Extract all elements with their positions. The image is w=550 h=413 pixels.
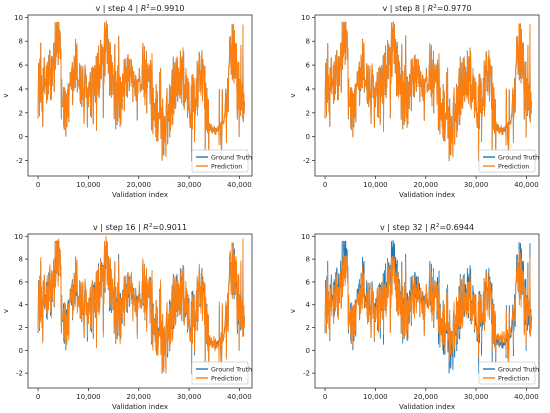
legend: Ground Truth Prediction	[191, 149, 252, 173]
legend-entry: Prediction	[211, 163, 242, 170]
y-tick-label: 4	[19, 85, 24, 93]
legend-entry: Ground Truth	[498, 154, 539, 161]
y-tick-label: -2	[303, 370, 310, 378]
legend-entry: Ground Truth	[211, 366, 252, 373]
y-tick-label: 0	[19, 133, 23, 141]
x-tick-label: 0	[323, 393, 327, 401]
y-tick-label: 8	[306, 256, 310, 264]
x-tick-label: 30,000	[177, 181, 202, 189]
chart-panel-2: 0 10,000 20,000 30,000 40,000 -2 0 2 4 6 8 10 v | st…	[289, 4, 540, 199]
series-line-prediction	[37, 20, 245, 161]
x-axis-label: Validation index	[399, 403, 455, 411]
y-axis-label: v	[289, 309, 297, 313]
y-tick-label: 8	[306, 38, 310, 46]
y-tick-label: 8	[19, 38, 23, 46]
x-tick-label: 20,000	[413, 181, 438, 189]
chart-panel-3: 0 10,000 20,000 30,000 40,000 -2 0 2 4 6 8 10 v | st…	[2, 223, 253, 411]
chart-title: v | step 16 | R2=0.9011	[93, 223, 187, 232]
x-tick-label: 20,000	[126, 181, 151, 189]
y-tick-label: 0	[306, 133, 310, 141]
x-tick-label: 10,000	[363, 393, 388, 401]
legend-entry: Ground Truth	[498, 366, 539, 373]
y-tick-label: 4	[306, 85, 311, 93]
y-tick-label: 0	[19, 347, 23, 355]
y-axis-label: v	[2, 309, 10, 313]
x-tick-label: 40,000	[514, 181, 539, 189]
y-tick-label: -2	[16, 370, 23, 378]
y-tick-label: 8	[19, 256, 23, 264]
y-tick-label: 2	[306, 109, 310, 117]
y-axis-label: v	[289, 93, 297, 97]
y-tick-label: 6	[306, 62, 311, 70]
y-tick-label: 10	[301, 14, 310, 22]
chart-panel-4: 0 10,000 20,000 30,000 40,000 -2 0 2 4 6 8 10 v | st…	[289, 223, 540, 411]
x-tick-label: 0	[36, 181, 40, 189]
x-tick-label: 40,000	[514, 393, 539, 401]
x-tick-label: 30,000	[464, 181, 489, 189]
chart-title: v | step 32 | R2=0.6944	[380, 223, 474, 232]
x-tick-label: 10,000	[76, 181, 101, 189]
legend-entry: Prediction	[211, 375, 242, 382]
chart-title: v | step 4 | R2=0.9910	[96, 4, 185, 13]
x-tick-label: 0	[36, 393, 40, 401]
legend: Ground Truth Prediction	[478, 149, 539, 173]
chart-title: v | step 8 | R2=0.9770	[383, 4, 472, 13]
x-tick-label: 10,000	[363, 181, 388, 189]
x-tick-label: 40,000	[227, 181, 252, 189]
x-tick-label: 30,000	[464, 393, 489, 401]
y-tick-label: 10	[14, 233, 23, 241]
y-tick-label: 6	[19, 62, 24, 70]
x-tick-label: 40,000	[227, 393, 252, 401]
legend-entry: Ground Truth	[211, 154, 252, 161]
series-line-prediction	[324, 21, 532, 162]
legend: Ground Truth Prediction	[478, 361, 539, 385]
y-tick-label: 10	[14, 14, 23, 22]
y-tick-label: 4	[19, 301, 24, 309]
y-tick-label: 2	[19, 109, 23, 117]
y-tick-label: 2	[306, 324, 310, 332]
y-tick-label: 4	[306, 301, 311, 309]
y-tick-label: 2	[19, 324, 23, 332]
y-tick-label: 0	[306, 347, 310, 355]
y-tick-label: -2	[16, 157, 23, 165]
y-tick-label: -2	[303, 157, 310, 165]
chart-panel-1: 0 10,000 20,000 30,000 40,000 -2 0 2 4 6 8 10 v | st…	[2, 4, 253, 199]
x-tick-label: 20,000	[413, 393, 438, 401]
x-tick-label: 10,000	[76, 393, 101, 401]
series-line-prediction	[37, 235, 245, 379]
x-axis-label: Validation index	[112, 403, 168, 411]
x-axis-label: Validation index	[112, 191, 168, 199]
y-axis-label: v	[2, 93, 10, 97]
x-tick-label: 0	[323, 181, 327, 189]
legend-entry: Prediction	[498, 375, 529, 382]
legend-entry: Prediction	[498, 163, 529, 170]
x-tick-label: 30,000	[177, 393, 202, 401]
y-tick-label: 10	[301, 233, 310, 241]
legend: Ground Truth Prediction	[191, 361, 252, 385]
series-line-prediction	[324, 248, 532, 367]
y-tick-label: 6	[19, 278, 24, 286]
x-tick-label: 20,000	[126, 393, 151, 401]
y-tick-label: 6	[306, 278, 311, 286]
x-axis-label: Validation index	[399, 191, 455, 199]
